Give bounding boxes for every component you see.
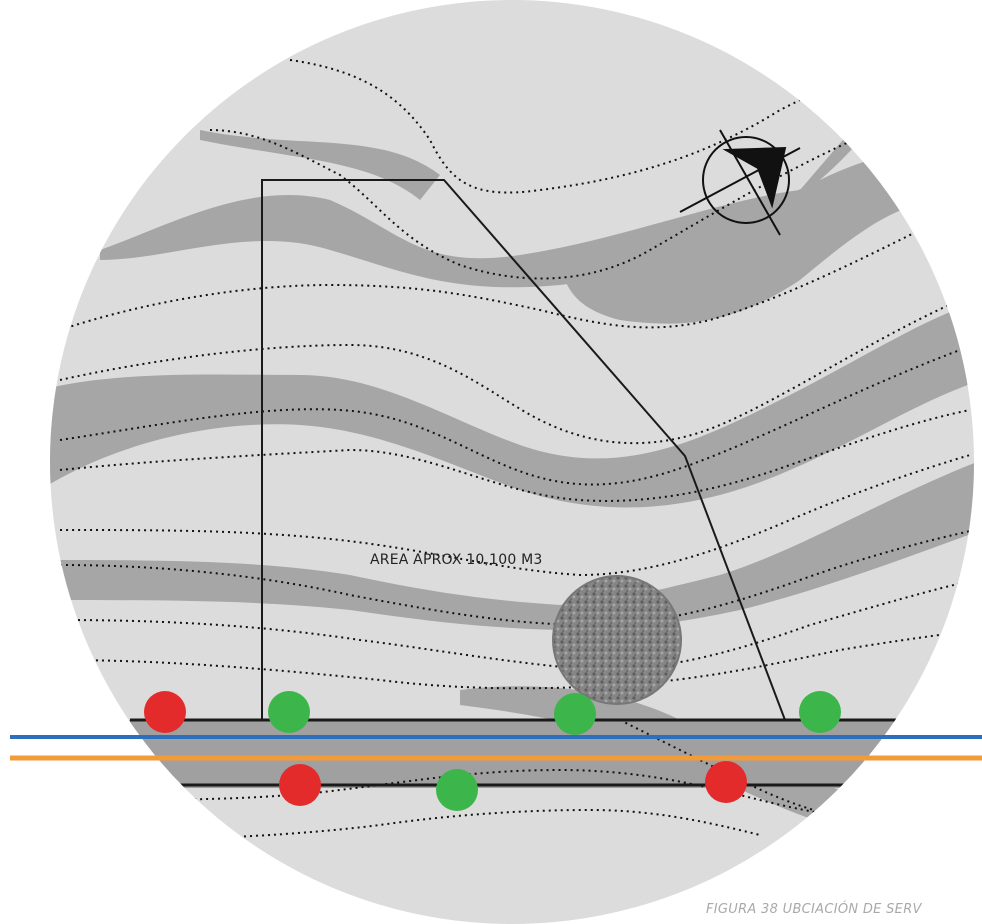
terrain-band [560, 150, 950, 324]
property-boundary [261, 179, 786, 721]
red-marker [144, 691, 186, 733]
figure-caption: FIGURA 38 UBCIACIÓN DE SERV [706, 902, 922, 917]
red-marker [279, 764, 321, 806]
terrain-band [460, 686, 880, 840]
green-marker [799, 691, 841, 733]
terrain-band [200, 130, 440, 200]
area-label: AREA APROX 10,100 M3 [370, 552, 543, 568]
green-marker [554, 693, 596, 735]
green-marker [436, 769, 478, 811]
service-markers [144, 691, 841, 811]
terrain-band [50, 300, 974, 508]
terrain-band [50, 460, 974, 630]
compass-north-arrow-icon [679, 129, 801, 236]
green-marker [268, 691, 310, 733]
red-marker [705, 761, 747, 803]
road-band [50, 720, 974, 788]
tree-canopy-icon [552, 575, 682, 705]
